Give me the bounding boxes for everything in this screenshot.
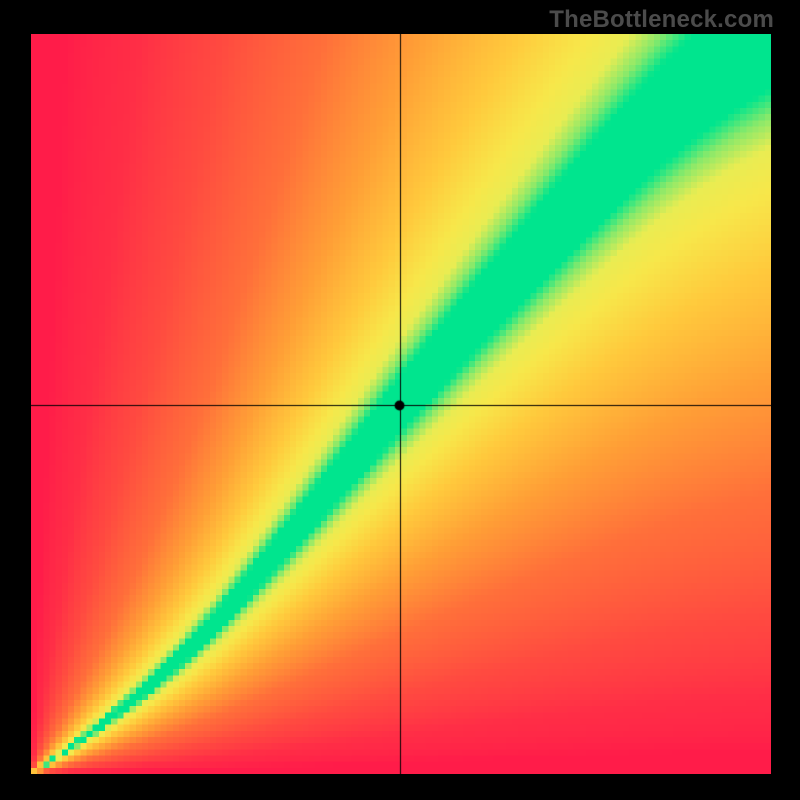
source-watermark: TheBottleneck.com [549, 6, 774, 34]
bottleneck-heatmap [31, 34, 771, 774]
chart-container: TheBottleneck.com [0, 0, 800, 800]
